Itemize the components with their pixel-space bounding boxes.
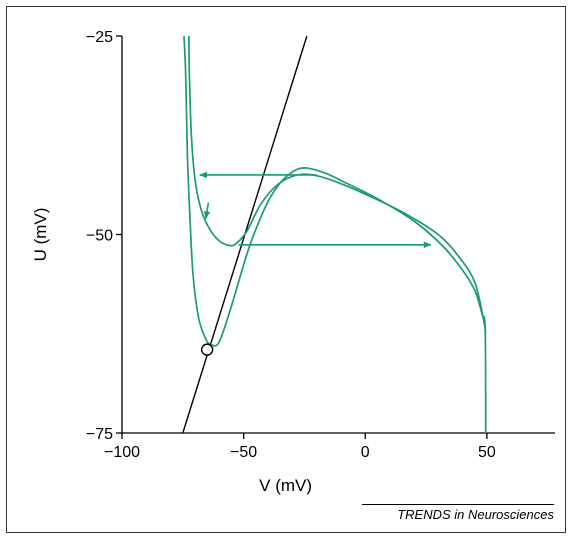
trajectory-inner-line bbox=[188, 35, 487, 334]
fixed-point-marker bbox=[200, 343, 214, 356]
y-axis-title: U (mV) bbox=[31, 208, 50, 262]
x-tick-label: 0 bbox=[361, 444, 370, 461]
x-tick-label: −50 bbox=[230, 444, 257, 461]
y-tick-label: −25 bbox=[86, 29, 113, 46]
series-layer bbox=[182, 35, 487, 434]
x-tick-label: −100 bbox=[104, 444, 140, 461]
figure-credit: TRENDS in Neurosciences bbox=[362, 504, 554, 522]
y-tick-label: −50 bbox=[86, 228, 113, 245]
axes: −100 −50 0 50 −75 −50 −25 V (mV) U (mV) bbox=[31, 29, 555, 495]
y-tick-label: −75 bbox=[86, 426, 113, 443]
x-axis-title: V (mV) bbox=[259, 476, 312, 495]
trajectory-arrow bbox=[203, 202, 211, 220]
figure-frame bbox=[6, 6, 566, 533]
marker-layer bbox=[200, 343, 214, 356]
x-tick-label: 50 bbox=[478, 444, 496, 461]
trajectory-outer-line bbox=[183, 35, 487, 434]
